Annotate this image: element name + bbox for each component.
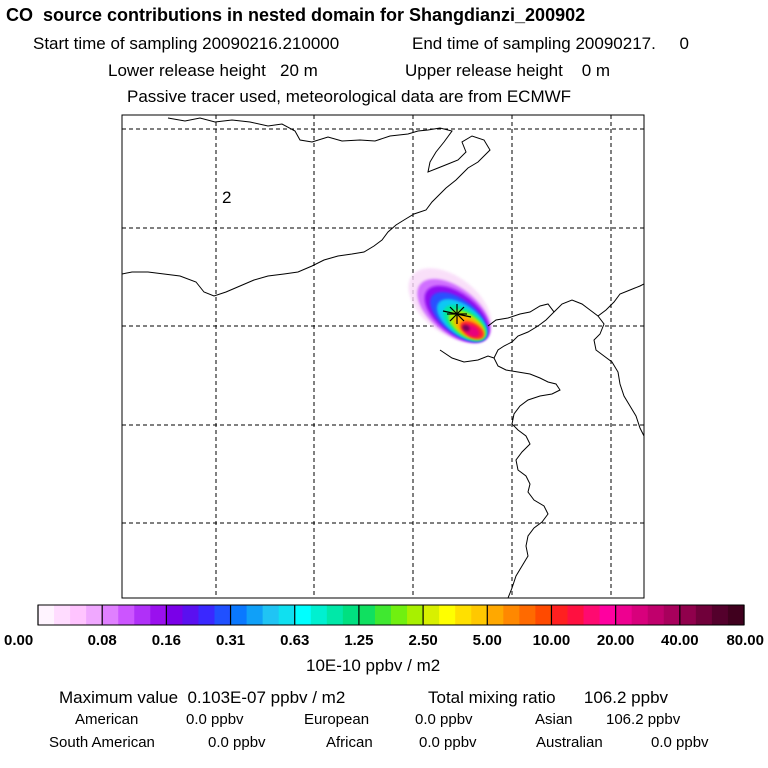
colorbar-swatch	[599, 605, 617, 625]
colorbar-swatch	[182, 605, 200, 625]
map-frame	[121, 114, 645, 599]
coastline-korea	[593, 315, 644, 437]
colorbar-swatch	[246, 605, 264, 625]
colorbar-unit-label: 10E-10 ppbv / m2	[306, 656, 441, 675]
colorbar-swatch	[551, 605, 569, 625]
start-time-label: Start time of sampling 20090216.210000	[33, 34, 340, 53]
colorbar-swatch	[711, 605, 729, 625]
max-value-label: Maximum value 0.103E-07 ppbv / m2	[59, 688, 346, 707]
region-value: 0.0 ppbv	[186, 711, 244, 728]
colorbar-tick-label: 20.00	[597, 632, 635, 649]
colorbar-swatch	[326, 605, 344, 625]
colorbar-tick-label: 1.25	[344, 632, 373, 649]
colorbar-swatch	[166, 605, 184, 625]
colorbar-tick-label: 0.63	[280, 632, 309, 649]
colorbar-swatch	[487, 605, 504, 625]
colorbar-swatch	[198, 605, 216, 625]
colorbar-ticks: 0.00 0.08 0.16 0.31 0.63 1.25 2.50 5.00 10.00 20.…	[4, 605, 764, 649]
colorbar-tick-label: 0.16	[152, 632, 181, 649]
upper-release-label: Upper release height 0 m	[405, 61, 611, 80]
colorbar-swatch	[391, 605, 408, 625]
colorbar-tick-label: 2.50	[408, 632, 437, 649]
colorbar-tick-label: 0.08	[88, 632, 117, 649]
colorbar-swatch	[262, 605, 280, 625]
colorbar-swatch	[519, 605, 537, 625]
colorbar-swatch	[423, 605, 440, 625]
plume-contour-80.00	[462, 324, 470, 332]
colorbar-swatch	[294, 605, 312, 625]
region-name: Asian	[535, 711, 573, 728]
receptor-marker-icon	[442, 304, 472, 324]
colorbar-swatch	[567, 605, 585, 625]
map-grid	[122, 115, 644, 598]
chart-title: CO source contributions in nested domain…	[6, 5, 586, 25]
colorbar-swatch	[118, 605, 135, 625]
colorbar-swatch	[102, 605, 119, 625]
mongolia-border-north	[122, 117, 491, 297]
map-area	[122, 115, 644, 598]
colorbar-swatch	[471, 605, 488, 625]
region-name: South American	[49, 734, 155, 751]
colorbar-tick-label: 10.00	[533, 632, 571, 649]
colorbar-tick-label: 40.00	[661, 632, 699, 649]
colorbar-tick-label: 80.00	[726, 632, 764, 649]
colorbar-swatch	[503, 605, 520, 625]
colorbar-swatch	[631, 605, 649, 625]
colorbar-swatch	[342, 605, 360, 625]
colorbar-swatch	[647, 605, 665, 625]
colorbar-tick-label: 0.31	[216, 632, 245, 649]
region-value: 106.2 ppbv	[606, 711, 681, 728]
region-name: American	[75, 711, 139, 728]
colorbar-swatch	[70, 605, 87, 625]
borders-coastlines	[122, 117, 644, 598]
colorbar-swatch	[214, 605, 232, 625]
colorbar-swatch	[310, 605, 328, 625]
colorbar-swatch	[615, 605, 633, 625]
colorbar	[37, 604, 745, 626]
province-border	[439, 349, 495, 363]
region-name: European	[304, 711, 370, 728]
colorbar-swatch	[38, 605, 55, 625]
colorbar-tick-label: 5.00	[473, 632, 502, 649]
region-label: 2	[222, 188, 231, 207]
region-value: 0.0 ppbv	[651, 734, 709, 751]
colorbar-swatch	[455, 605, 472, 625]
region-value: 0.0 ppbv	[415, 711, 473, 728]
colorbar-swatch	[230, 605, 248, 625]
colorbar-swatch	[679, 605, 697, 625]
colorbar-swatch	[278, 605, 296, 625]
plume-contours	[408, 268, 492, 344]
colorbar-swatch	[54, 605, 71, 625]
colorbar-swatch	[695, 605, 713, 625]
region-value: 0.0 ppbv	[208, 734, 266, 751]
lower-release-label: Lower release height 20 m	[108, 61, 318, 80]
colorbar-swatch	[727, 605, 745, 625]
total-mixing-label: Total mixing ratio 106.2 ppbv	[428, 688, 669, 707]
colorbar-swatch	[374, 605, 392, 625]
colorbar-tick-label: 0.00	[4, 632, 33, 649]
colorbar-swatch	[134, 605, 151, 625]
coastline-liaodong	[553, 283, 644, 317]
region-name: Australian	[536, 734, 603, 751]
region-value: 0.0 ppbv	[419, 734, 477, 751]
colorbar-swatch	[407, 605, 424, 625]
region-name: African	[326, 734, 373, 751]
colorbar-swatch	[439, 605, 456, 625]
colorbar-swatch	[535, 605, 553, 625]
colorbar-swatch	[86, 605, 103, 625]
end-time-label: End time of sampling 20090217. 0	[412, 34, 689, 53]
colorbar-swatch	[663, 605, 681, 625]
tracer-label: Passive tracer used, meteorological data…	[127, 87, 572, 106]
colorbar-swatch	[583, 605, 601, 625]
colorbar-swatch	[150, 605, 167, 625]
coastline-bohai	[487, 303, 561, 598]
colorbar-swatch	[358, 605, 376, 625]
